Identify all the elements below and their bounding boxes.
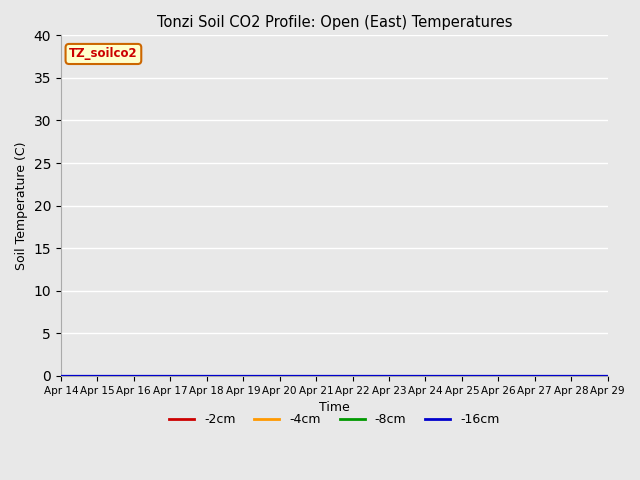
- Legend: -2cm, -4cm, -8cm, -16cm: -2cm, -4cm, -8cm, -16cm: [164, 408, 504, 431]
- Text: TZ_soilco2: TZ_soilco2: [69, 48, 138, 60]
- Title: Tonzi Soil CO2 Profile: Open (East) Temperatures: Tonzi Soil CO2 Profile: Open (East) Temp…: [157, 15, 512, 30]
- Y-axis label: Soil Temperature (C): Soil Temperature (C): [15, 142, 28, 270]
- X-axis label: Time: Time: [319, 401, 349, 414]
